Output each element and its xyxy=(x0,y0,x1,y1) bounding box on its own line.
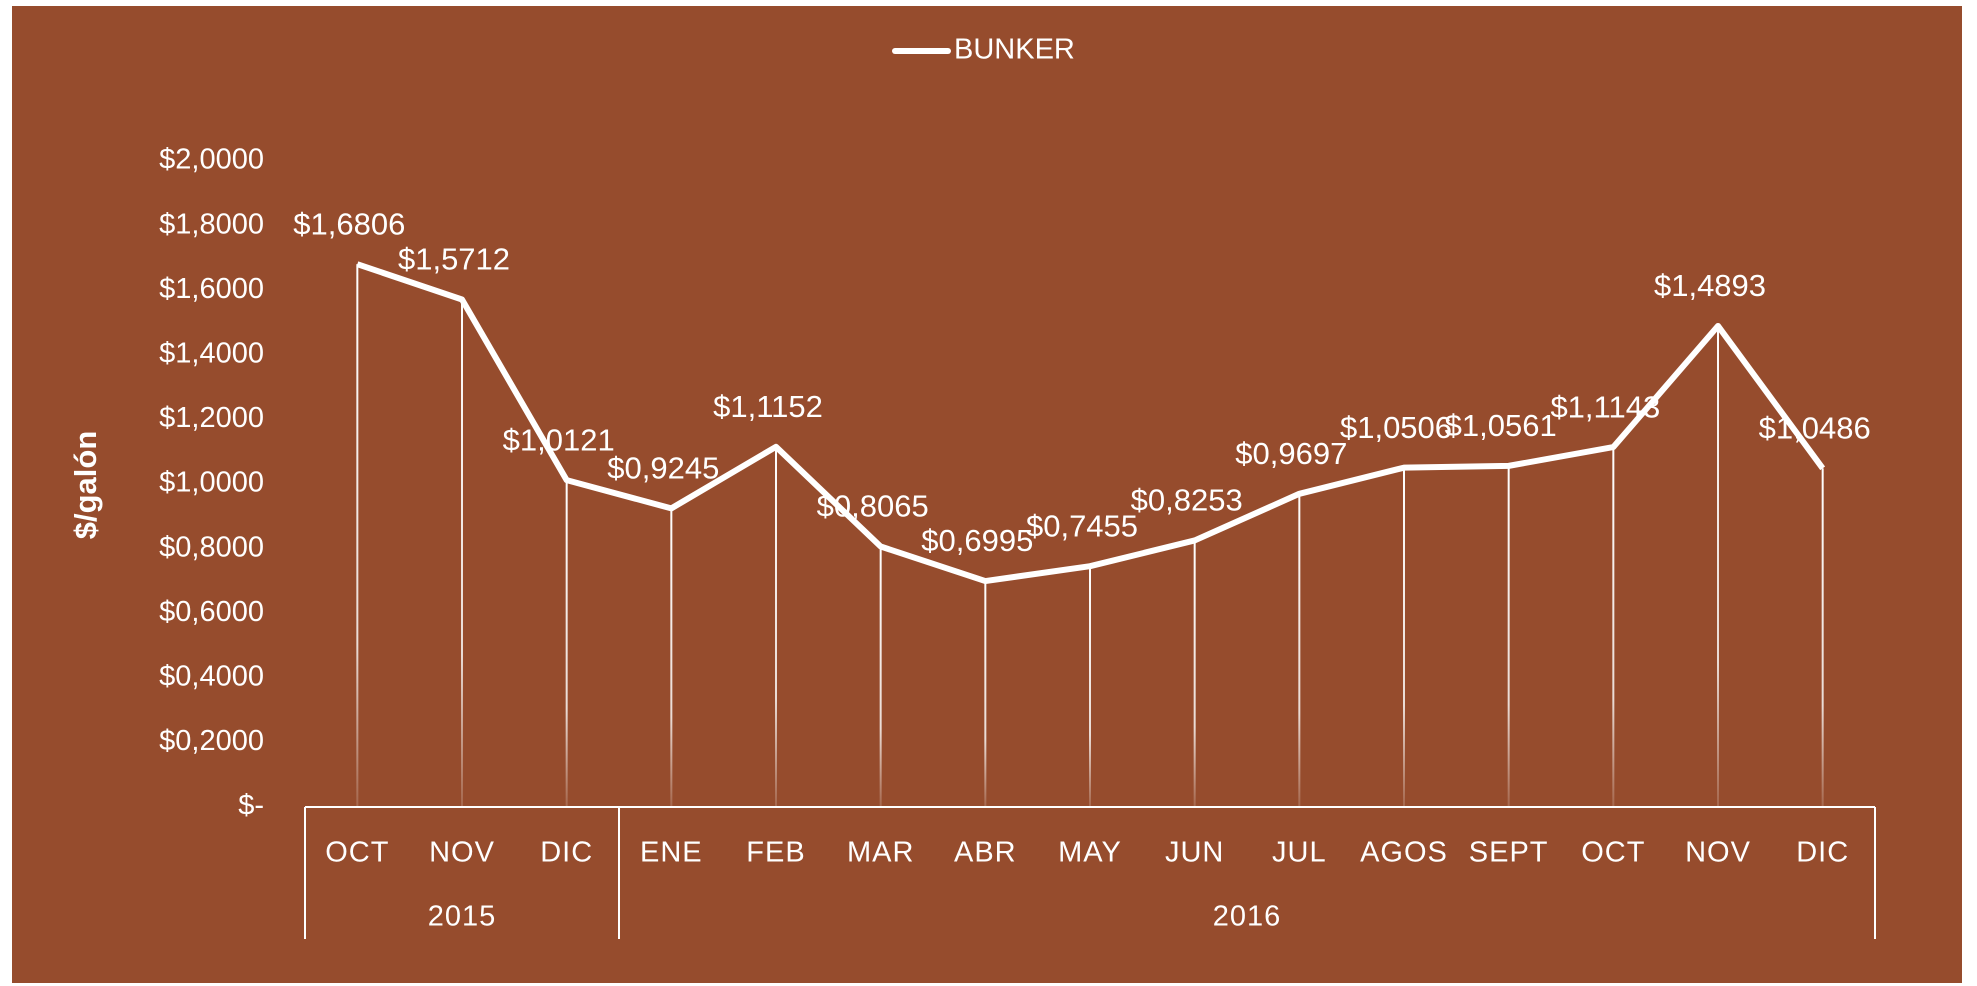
data-label: $0,8253 xyxy=(1131,483,1243,518)
y-tick-label: $1,6000 xyxy=(159,273,264,305)
y-tick-label: $1,2000 xyxy=(159,402,264,434)
x-tick-label: DIC xyxy=(1796,837,1849,869)
x-tick-label: ENE xyxy=(640,837,703,869)
data-label: $1,0121 xyxy=(503,422,615,457)
data-label: $0,9245 xyxy=(607,451,719,486)
data-label: $1,0561 xyxy=(1445,408,1557,443)
drop-line xyxy=(1193,540,1196,807)
x-tick-label: ABR xyxy=(954,837,1017,869)
x-tick-label: NOV xyxy=(429,837,495,869)
drop-line xyxy=(984,581,987,807)
y-tick-label: $1,0000 xyxy=(159,467,264,499)
y-tick-label: $0,2000 xyxy=(159,725,264,757)
x-tick-label: MAR xyxy=(847,837,914,869)
drop-line xyxy=(879,546,882,807)
drop-line xyxy=(1403,467,1405,807)
data-label: $1,6806 xyxy=(293,206,405,241)
data-label: $1,4893 xyxy=(1654,268,1766,303)
x-tick-label: JUN xyxy=(1165,837,1224,869)
drop-line xyxy=(1507,465,1510,807)
data-label: $1,1152 xyxy=(713,389,823,424)
x-tick-label: MAY xyxy=(1058,837,1122,869)
drop-line xyxy=(1821,468,1824,807)
drop-line xyxy=(1612,447,1615,807)
data-label: $1,0486 xyxy=(1759,410,1871,445)
x-tick-label: FEB xyxy=(746,837,805,869)
data-label: $0,9697 xyxy=(1235,436,1347,471)
data-label: $1,5712 xyxy=(398,242,510,277)
drop-line xyxy=(775,446,777,807)
y-tick-label: $0,4000 xyxy=(159,660,264,692)
drop-line xyxy=(356,264,359,807)
x-tick-label: OCT xyxy=(1581,837,1645,869)
drop-line xyxy=(565,480,568,807)
y-tick-label: $- xyxy=(238,790,264,822)
y-tick-label: $1,4000 xyxy=(159,337,264,369)
y-axis-title: $/galón xyxy=(68,431,103,540)
drop-line xyxy=(461,299,463,807)
data-label: $1,0506 xyxy=(1340,410,1452,445)
series-line xyxy=(356,261,1826,585)
x-group-label: 2016 xyxy=(1213,901,1282,933)
legend-label: BUNKER xyxy=(954,34,1075,66)
x-tick-label: JUL xyxy=(1272,837,1327,869)
chart-background xyxy=(12,6,1962,983)
y-tick-label: $0,6000 xyxy=(159,596,264,628)
y-tick-label: $2,0000 xyxy=(159,144,264,176)
data-label: $0,6995 xyxy=(921,523,1033,558)
data-label: $0,7455 xyxy=(1026,508,1138,543)
x-tick-label: OCT xyxy=(325,837,389,869)
x-group-label: 2015 xyxy=(428,901,497,933)
x-tick-label: AGOS xyxy=(1360,837,1448,869)
drop-line xyxy=(670,508,673,807)
data-label: $0,8065 xyxy=(817,489,929,524)
drop-line xyxy=(1298,493,1301,807)
drop-line xyxy=(1089,566,1091,807)
x-tick-label: SEPT xyxy=(1469,837,1549,869)
drop-line xyxy=(1717,325,1719,807)
data-label: $1,1143 xyxy=(1550,389,1660,424)
x-tick-label: DIC xyxy=(540,837,593,869)
x-tick-label: NOV xyxy=(1685,837,1751,869)
y-tick-label: $1,8000 xyxy=(159,208,264,240)
y-tick-label: $0,8000 xyxy=(159,531,264,563)
